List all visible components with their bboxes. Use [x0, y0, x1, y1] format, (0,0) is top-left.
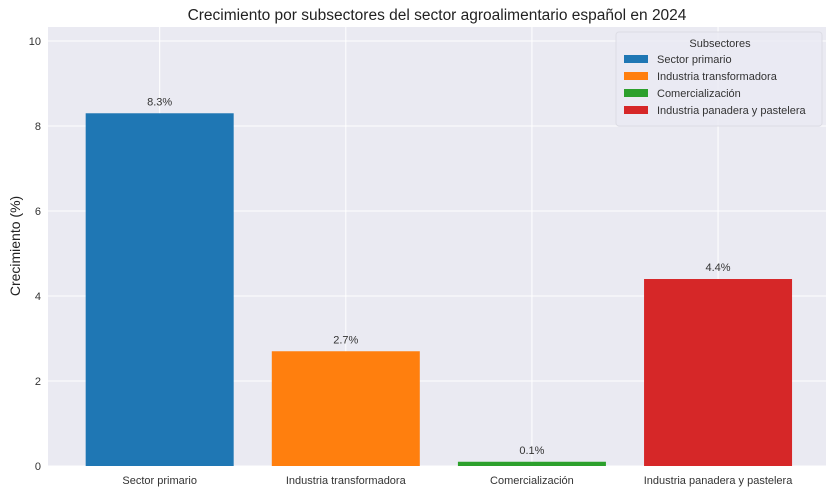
legend-title: Subsectores — [689, 38, 751, 50]
legend-entry: Industria transformadora — [657, 71, 778, 83]
data-label: 2.7% — [333, 334, 358, 346]
y-tick-label: 4 — [35, 291, 41, 303]
x-axis: Sector primario Industria transformadora C… — [122, 475, 793, 487]
x-tick-label: Industria transformadora — [286, 475, 407, 487]
legend-box — [615, 31, 823, 127]
y-tick-label: 2 — [35, 376, 41, 388]
bar — [457, 461, 606, 466]
legend-swatch — [624, 89, 648, 97]
y-tick-label: 6 — [35, 206, 41, 218]
y-tick-label: 8 — [35, 121, 41, 133]
y-axis-label: Crecimiento (%) — [7, 196, 23, 296]
x-tick-label: Comercialización — [490, 475, 574, 487]
bar — [644, 279, 793, 466]
y-tick-label: 10 — [29, 36, 41, 48]
legend-swatch — [624, 55, 648, 63]
legend-swatch — [624, 72, 648, 80]
legend-entry: Comercialización — [657, 88, 741, 100]
chart-title: Crecimiento por subsectores del sector a… — [188, 7, 687, 24]
data-label: 0.1% — [519, 445, 544, 457]
legend-entry: Sector primario — [657, 54, 732, 66]
legend-swatch — [624, 106, 648, 114]
data-label: 4.4% — [706, 262, 731, 274]
y-tick-label: 0 — [35, 461, 41, 473]
legend-entry: Industria panadera y pastelera — [657, 105, 806, 117]
bars: 8.3% 2.7% 0.1% 4.4% — [85, 96, 793, 467]
x-tick-label: Sector primario — [122, 475, 197, 487]
bar — [85, 113, 234, 467]
bar — [271, 351, 420, 466]
data-label: 8.3% — [147, 96, 172, 108]
y-axis: 0 2 4 6 8 10 — [29, 36, 41, 473]
legend: Subsectores Sector primario Industria tran… — [615, 31, 823, 127]
x-tick-label: Industria panadera y pastelera — [644, 475, 793, 487]
